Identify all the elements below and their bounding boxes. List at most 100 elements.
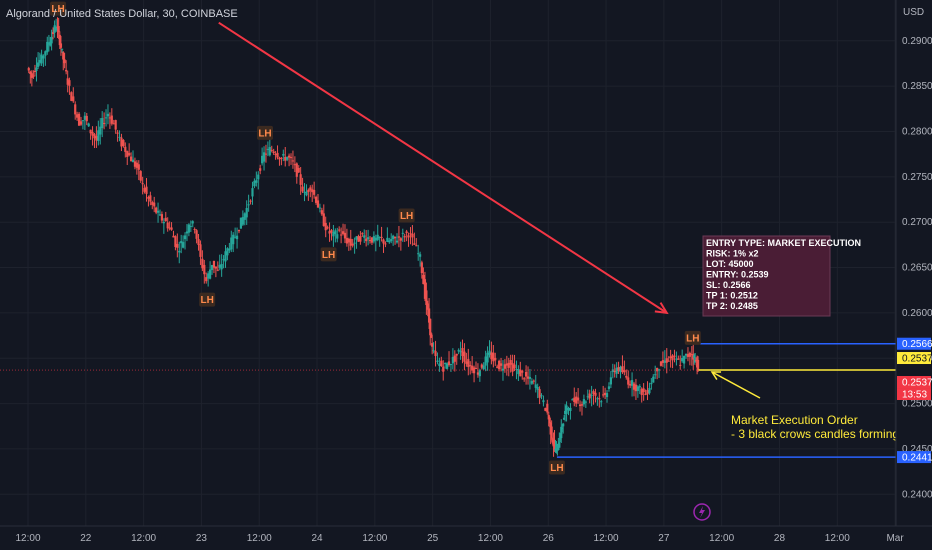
candle-body bbox=[87, 123, 90, 127]
candle-body bbox=[33, 70, 37, 72]
lh-label-text: LH bbox=[400, 211, 413, 222]
candle-body bbox=[669, 356, 672, 359]
candle-body bbox=[274, 154, 277, 156]
candle-body bbox=[415, 245, 418, 247]
downtrend-line[interactable] bbox=[218, 21, 668, 314]
y-tick-label: 0.2650 bbox=[902, 263, 932, 274]
price-tag-bg bbox=[897, 388, 931, 401]
candle-body bbox=[29, 71, 32, 75]
candle-body bbox=[434, 350, 437, 357]
candle-body bbox=[65, 69, 68, 72]
candle-body bbox=[226, 248, 229, 256]
candle-body bbox=[40, 54, 43, 64]
x-tick-label: 12:00 bbox=[478, 533, 503, 544]
candle-body bbox=[665, 358, 668, 363]
candle-body bbox=[401, 232, 404, 234]
candle-body bbox=[232, 234, 235, 245]
candle-body bbox=[91, 132, 94, 136]
lh-label-bg bbox=[320, 247, 337, 262]
lh-label: LH bbox=[50, 1, 67, 16]
candle-body bbox=[61, 48, 64, 50]
time-axis[interactable]: 12:00 22 12:00 23 12:00 24 12:00 25 12:00 26 12:00… bbox=[0, 525, 932, 544]
candle-body bbox=[696, 359, 700, 370]
candle-body bbox=[532, 380, 535, 382]
candle-body bbox=[197, 239, 200, 246]
candle-body bbox=[380, 236, 383, 238]
candle-body bbox=[393, 236, 397, 239]
candle-body bbox=[503, 364, 507, 369]
candle-body bbox=[681, 357, 684, 362]
candle-body bbox=[355, 236, 358, 240]
price-tag: 0.2566 bbox=[897, 337, 932, 350]
x-tick-label: 26 bbox=[543, 533, 555, 544]
trend-line-group bbox=[218, 21, 669, 315]
candle-body bbox=[101, 117, 104, 129]
candle-body bbox=[492, 352, 495, 362]
candle-body bbox=[286, 157, 289, 160]
candle-body bbox=[592, 391, 595, 394]
candle-body bbox=[203, 264, 206, 275]
candle-body bbox=[58, 34, 61, 46]
candle-body bbox=[553, 439, 556, 445]
lh-label: LH bbox=[398, 208, 415, 223]
candle-body bbox=[195, 230, 198, 239]
candle-body bbox=[625, 375, 628, 378]
candle-body bbox=[212, 260, 216, 268]
candle-body bbox=[679, 364, 682, 366]
candle-body bbox=[253, 180, 256, 187]
candle-body bbox=[457, 349, 460, 352]
candle-body bbox=[657, 369, 661, 371]
candle-body bbox=[524, 371, 528, 377]
candle-body bbox=[575, 396, 578, 404]
candle-body bbox=[621, 366, 624, 373]
candle-body bbox=[438, 363, 441, 366]
candle-body bbox=[627, 377, 630, 385]
candle-body bbox=[528, 376, 532, 379]
candle-body bbox=[423, 279, 427, 299]
candle-body bbox=[305, 191, 308, 196]
candle-body bbox=[341, 231, 345, 234]
candle-body bbox=[619, 366, 622, 372]
candle-body bbox=[611, 369, 614, 372]
price-tag: 0.2441 bbox=[897, 451, 932, 464]
candle-body bbox=[642, 388, 645, 393]
lh-label-text: LH bbox=[550, 463, 563, 474]
candle-body bbox=[507, 362, 510, 368]
candle-body bbox=[247, 204, 250, 206]
candle-body bbox=[484, 356, 487, 366]
x-tick-label: 23 bbox=[196, 533, 208, 544]
candle-body bbox=[695, 360, 698, 362]
lh-label-text: LH bbox=[258, 128, 271, 139]
candle-body bbox=[513, 364, 516, 369]
candle-body bbox=[372, 236, 375, 242]
candle-body bbox=[230, 237, 233, 250]
price-axis[interactable]: 0.24000.24500.25000.25500.26000.26500.27… bbox=[895, 0, 932, 550]
candle-body bbox=[332, 231, 335, 237]
candle-body bbox=[644, 393, 647, 395]
candle-body bbox=[89, 129, 92, 134]
lightning-icon[interactable] bbox=[693, 503, 711, 521]
candle-body bbox=[266, 148, 269, 150]
candle-body bbox=[208, 269, 212, 279]
candle-body bbox=[118, 136, 121, 138]
y-tick-label: 0.2900 bbox=[902, 36, 932, 47]
y-tick-label: 0.2600 bbox=[902, 308, 932, 319]
candle-body bbox=[407, 235, 410, 238]
candle-body bbox=[85, 115, 88, 122]
candle-body bbox=[496, 366, 499, 368]
candle-body bbox=[548, 417, 551, 424]
lh-label-bg bbox=[398, 208, 415, 223]
candle-body bbox=[564, 410, 567, 415]
candle-body bbox=[35, 67, 38, 71]
candle-body bbox=[297, 167, 300, 173]
candle-body bbox=[56, 26, 59, 28]
candle-body bbox=[322, 213, 325, 226]
downtrend-arrowhead bbox=[654, 302, 669, 315]
candle-body bbox=[515, 369, 518, 371]
candle-body bbox=[560, 426, 563, 439]
candle-body bbox=[463, 351, 466, 362]
lh-label: LH bbox=[199, 292, 216, 307]
candle-body bbox=[617, 367, 620, 371]
candle-body bbox=[44, 51, 47, 56]
